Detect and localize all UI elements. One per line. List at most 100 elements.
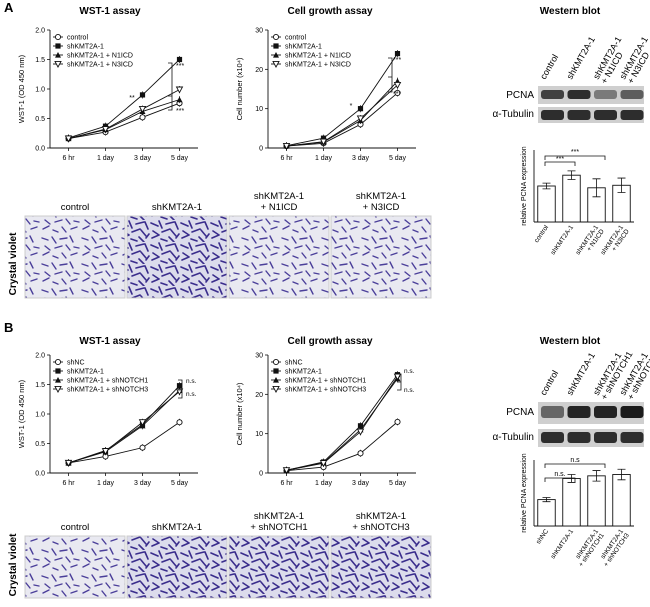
bar	[562, 478, 581, 527]
crystal-caption: shKMT2A-1	[254, 511, 304, 522]
series-line	[68, 59, 180, 139]
error-bar	[592, 470, 601, 482]
crystal-caption: control	[61, 522, 90, 533]
significance-marks: n.s n.s.	[544, 457, 606, 482]
y-tick-label: 30	[255, 353, 263, 360]
blot-bands	[541, 406, 644, 443]
series-line	[68, 421, 180, 464]
data-point	[357, 450, 364, 457]
data-point	[272, 358, 280, 366]
blot-band	[567, 406, 591, 418]
legend-label: shKMT2A-1 + N1ICD	[67, 53, 133, 60]
crystal-caption: shKMT2A-1	[356, 191, 406, 202]
legend-label: control	[67, 35, 88, 42]
crystal-image	[24, 535, 126, 599]
data-point	[175, 86, 184, 94]
bracket	[178, 379, 183, 399]
data-point	[394, 418, 401, 425]
chart-title: WST-1 assay	[79, 6, 141, 17]
crystal-caption: + N3ICD	[363, 202, 400, 213]
blot-band	[594, 406, 617, 418]
y-tick-label: 0.5	[35, 116, 45, 123]
crystal-violet-row: Crystal violet control shKMT2A-1 shKMT2A-1…	[8, 511, 432, 599]
legend: shNC shKMT2A-1 shKMT2A-1 + shNOTCH1 shKMT2A…	[53, 358, 148, 394]
data-point	[138, 106, 147, 114]
x-tick-label: 5 day	[389, 480, 407, 487]
significance-label: ***	[393, 91, 401, 98]
significance-label: *	[350, 103, 353, 110]
bar	[562, 174, 581, 223]
x-tick-label: 1 day	[315, 480, 333, 487]
legend-label: shKMT2A-1 + N1ICD	[285, 53, 351, 60]
x-tick-label: 5 day	[171, 480, 189, 487]
significance-marks: n.s. n.s. n.s. n.s.	[178, 368, 415, 399]
significance-label: ***	[556, 156, 564, 163]
crystal-image	[126, 215, 228, 299]
crystal-violet-row: Crystal violet control shKMT2A-1 shKMT2A-1…	[8, 191, 432, 299]
y-tick-label: 1.0	[35, 87, 45, 94]
data-point	[139, 444, 146, 451]
significance-label: n.s.	[404, 368, 415, 375]
x-tick-label-line: shKMT2A-1	[550, 528, 576, 560]
y-tick-label: 10	[255, 106, 263, 113]
x-tick-label: 6 hr	[280, 480, 293, 487]
data-point	[176, 383, 183, 389]
line-chart: 0 10 20 30 6 hr 1 day 3 day 5 day Cell number (x…	[235, 353, 416, 487]
data-point	[282, 467, 291, 475]
data-point	[64, 459, 73, 467]
data-point	[54, 385, 62, 393]
significance-label: ***	[571, 149, 579, 156]
x-tick-label: 1 day	[97, 155, 115, 162]
significance-label: n.s.	[404, 387, 415, 394]
y-tick-label: 10	[255, 431, 263, 438]
data-point	[273, 377, 279, 383]
significance-label: n.s.	[186, 391, 197, 398]
blot-band	[567, 90, 591, 99]
significance-marks: *** ***	[544, 149, 606, 166]
significance-label: **	[129, 95, 135, 102]
bar-chart: relative PCNA expression shNC shKMT2A-1 shK…	[521, 453, 634, 568]
x-tick-label: 6 hr	[62, 480, 75, 487]
blot-bands	[541, 90, 644, 120]
y-axis-label: Cell number (x10⁴)	[235, 382, 244, 445]
series-line	[286, 53, 398, 147]
data-point	[55, 52, 61, 58]
legend-label: shKMT2A-1	[67, 44, 104, 51]
x-tick-label: shKMT2A-1+ N1ICD	[575, 224, 606, 260]
significance-label: n.s.	[554, 471, 565, 478]
blot-strip	[538, 402, 644, 424]
series-line	[286, 421, 398, 472]
y-tick-label: 1.0	[35, 412, 45, 419]
data-point	[54, 60, 62, 68]
bracket	[544, 463, 606, 468]
x-tick-label: 6 hr	[280, 155, 293, 162]
y-tick-label: 2.0	[35, 353, 45, 360]
data-point	[54, 358, 62, 366]
x-tick-label: 5 day	[389, 155, 407, 162]
legend-label: shNC	[67, 360, 85, 367]
x-tick-label: shKMT2A-1+ shNOTCH1	[572, 528, 606, 568]
bracket	[168, 62, 173, 111]
y-axis-label: WST-1 (OD 450 nm)	[17, 54, 26, 123]
error-bar	[617, 468, 626, 481]
error-bar	[567, 474, 576, 483]
x-tick-label: 3 day	[134, 155, 152, 162]
data-point	[282, 142, 291, 150]
crystal-violet-label: Crystal violet	[8, 533, 19, 596]
legend-label: shKMT2A-1	[285, 369, 322, 376]
series-line	[68, 89, 180, 139]
y-tick-label: 30	[255, 28, 263, 35]
western-title: Western blot	[540, 336, 601, 347]
bracket	[388, 57, 393, 93]
blot-band	[567, 110, 591, 120]
crystal-caption: shKMT2A-1	[356, 511, 406, 522]
data-point	[319, 460, 328, 468]
data-point	[356, 428, 365, 436]
chart-title: Cell growth assay	[287, 6, 372, 17]
data-point	[101, 126, 110, 134]
x-tick-label-line: shKMT2A-1	[550, 224, 576, 256]
data-point	[357, 423, 364, 429]
blot-strip	[538, 429, 644, 447]
